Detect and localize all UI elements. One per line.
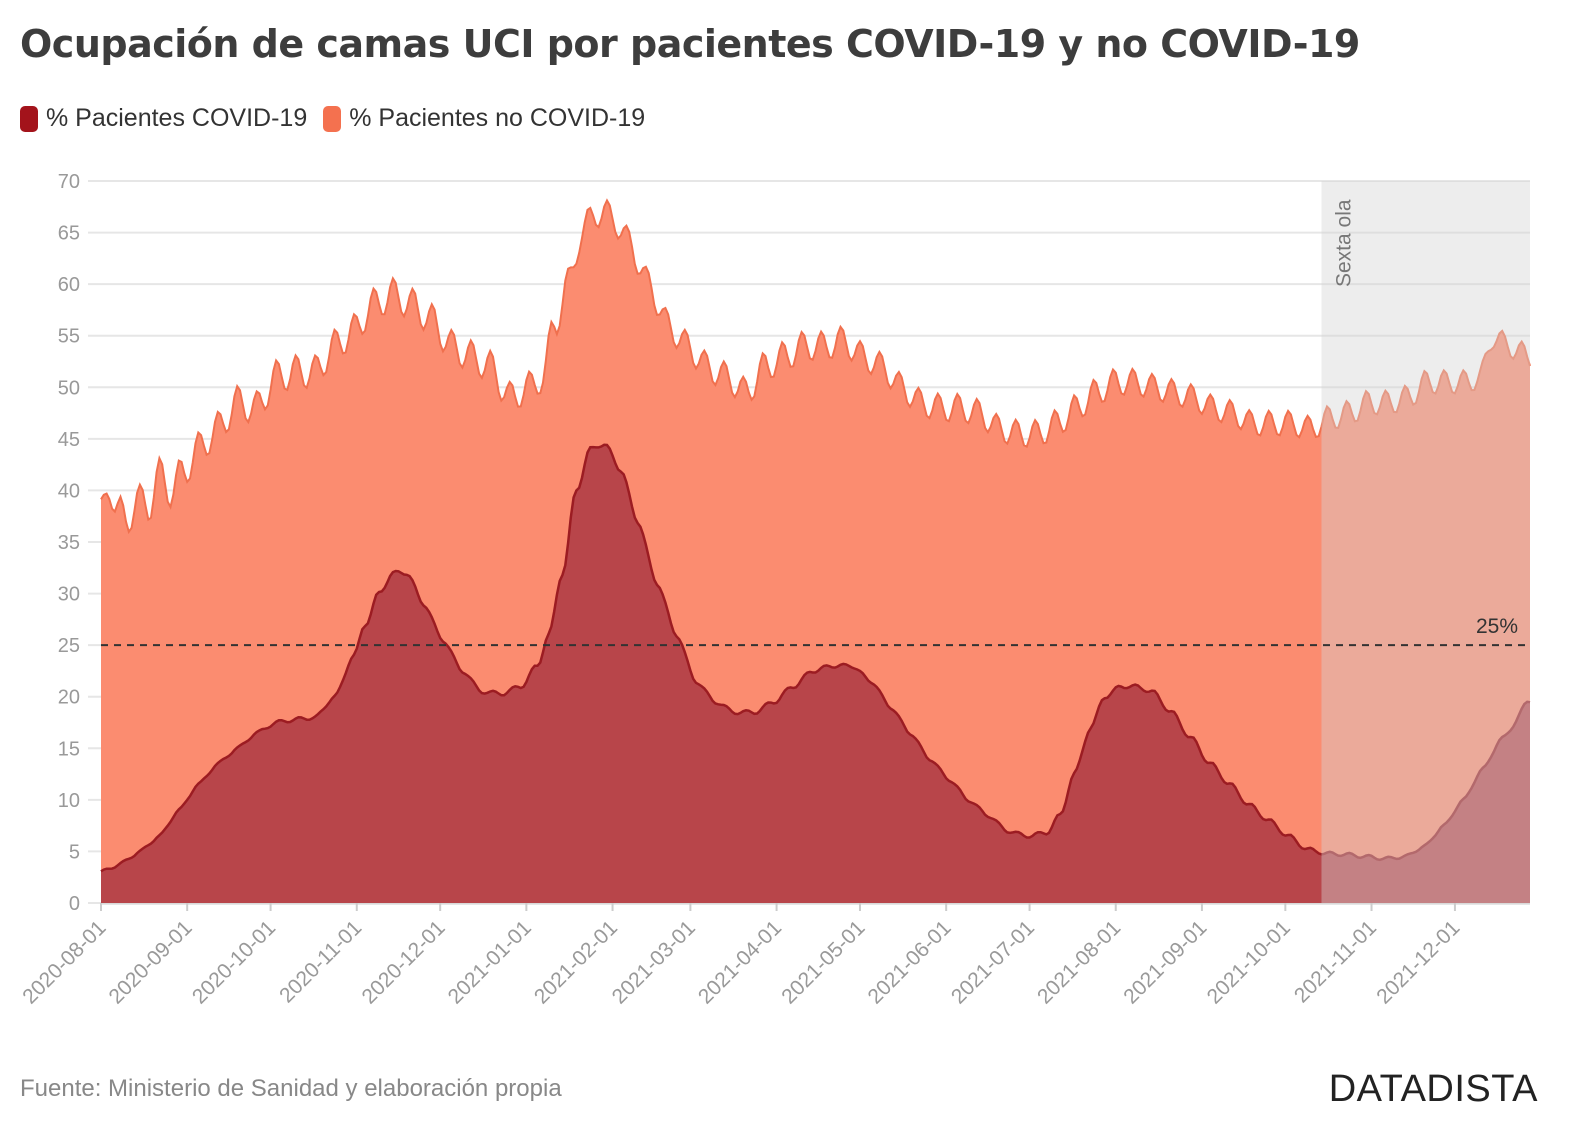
area-chart: Sexta ola 25% 0 5 10 15 20 25 30 35 40 45 50 55 60 65… <box>18 171 1531 1008</box>
y-tick-label: 35 <box>58 532 80 554</box>
legend: % Pacientes COVID-19 % Pacientes no COVI… <box>20 104 661 133</box>
y-tick-label: 50 <box>58 377 80 399</box>
x-tick-label: 2021-11-01 <box>1290 916 1381 1007</box>
x-tick-label: 2021-06-01 <box>863 916 955 1008</box>
reference-label: 25% <box>1476 615 1518 638</box>
y-tick-label: 55 <box>58 326 80 348</box>
x-tick-label: 2020-12-01 <box>357 916 449 1008</box>
x-tick-label: 2021-10-01 <box>1203 916 1295 1008</box>
x-tick-label: 2021-04-01 <box>694 916 786 1008</box>
band-rect <box>1321 181 1530 903</box>
x-tick-label: 2020-08-01 <box>18 916 110 1008</box>
x-tick-label: 2021-02-01 <box>530 916 622 1008</box>
legend-label-noncovid: % Pacientes no COVID-19 <box>349 104 646 132</box>
y-tick-label: 45 <box>58 429 80 451</box>
source-note: Fuente: Ministerio de Sanidad y elaborac… <box>20 1075 562 1102</box>
y-tick-label: 40 <box>58 480 80 502</box>
series-areas <box>100 198 1531 903</box>
series-covid-area <box>101 444 1530 903</box>
series-noncovid-line <box>100 198 1531 535</box>
y-axis: 0 5 10 15 20 25 30 35 40 45 50 55 60 65 70 <box>58 171 80 915</box>
x-tick-label: 2021-12-01 <box>1372 916 1464 1008</box>
legend-swatch-noncovid <box>323 105 342 132</box>
x-tick-label: 2021-09-01 <box>1119 916 1211 1008</box>
y-tick-label: 10 <box>58 790 80 812</box>
x-tick-label: 2021-05-01 <box>777 916 869 1008</box>
x-tick-label: 2021-07-01 <box>947 916 1039 1008</box>
chart-title: Ocupación de camas UCI por pacientes COV… <box>20 22 1360 66</box>
legend-swatch-covid <box>20 105 38 132</box>
y-tick-label: 15 <box>58 738 80 760</box>
y-tick-label: 60 <box>58 274 80 296</box>
band-label: Sexta ola <box>1332 199 1355 287</box>
y-tick-label: 5 <box>69 841 80 863</box>
legend-item-covid[interactable]: % Pacientes COVID-19 <box>20 104 307 133</box>
reference-line-group: 25% <box>101 615 1530 647</box>
x-tick-label: 2021-08-01 <box>1033 916 1125 1008</box>
legend-item-noncovid[interactable]: % Pacientes no COVID-19 <box>323 104 645 133</box>
series-noncovid-area <box>101 200 1530 872</box>
legend-label-covid: % Pacientes COVID-19 <box>46 104 308 132</box>
y-tick-label: 65 <box>58 223 80 245</box>
y-tick-label: 70 <box>58 171 80 193</box>
x-tick-label: 2021-03-01 <box>608 916 700 1008</box>
x-tick-label: 2020-10-01 <box>188 916 280 1008</box>
y-tick-label: 30 <box>58 584 80 606</box>
y-tick-label: 20 <box>58 687 80 709</box>
y-tick-label: 0 <box>69 893 80 915</box>
x-axis: 2020-08-012020-09-012020-10-012020-11-01… <box>18 903 1530 1008</box>
x-tick-label: 2021-01-01 <box>444 916 536 1008</box>
sexta-ola-band: Sexta ola <box>1321 181 1530 903</box>
series-covid-line <box>100 443 1531 873</box>
x-tick-label: 2020-09-01 <box>104 916 196 1008</box>
y-tick-label: 25 <box>58 635 80 657</box>
x-tick-label: 2020-11-01 <box>275 916 366 1007</box>
brand-logo: DATADISTA <box>1328 1068 1538 1110</box>
